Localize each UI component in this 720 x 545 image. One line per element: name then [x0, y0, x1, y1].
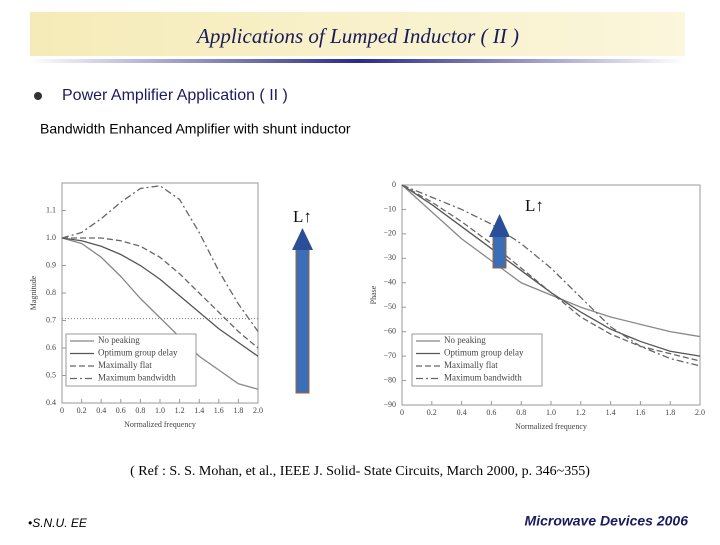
bullet-text: Power Amplifier Application ( II ) [62, 87, 288, 104]
x-tick-label: 0.8 [135, 406, 145, 415]
series-line [401, 184, 701, 367]
x-tick-label: 1.2 [576, 408, 586, 417]
series-line [61, 237, 259, 390]
x-tick-label: 1.6 [214, 406, 224, 415]
y-tick-label: 0.4 [46, 398, 56, 407]
x-tick-label: 1.8 [233, 406, 243, 415]
y-tick-label: −20 [383, 229, 396, 238]
arrow-shaft [492, 234, 507, 269]
y-tick-label: 0.8 [46, 288, 56, 297]
x-tick-label: 2.0 [695, 408, 705, 417]
title-underline [30, 59, 685, 63]
x-tick-label: 0.8 [516, 408, 526, 417]
legend-label: No peaking [444, 335, 486, 345]
y-tick-label: −60 [383, 326, 396, 335]
x-tick-label: 0.6 [116, 406, 126, 415]
legend-label: Optimum group delay [444, 348, 524, 358]
arrow-head [489, 214, 510, 237]
x-tick-label: 0.2 [77, 406, 87, 415]
y-tick-label: −40 [383, 278, 396, 287]
legend-box [411, 333, 543, 387]
legend-label: Maximally flat [98, 360, 152, 370]
x-tick-label: 2.0 [253, 406, 263, 415]
x-axis-label: Normalized frequency [515, 422, 587, 431]
x-tick-label: 1.8 [665, 408, 675, 417]
legend-label: Maximally flat [444, 360, 498, 370]
y-tick-label: 1.0 [46, 233, 56, 242]
x-tick-label: 1.2 [175, 406, 185, 415]
y-axis-label: Magnitude [29, 275, 38, 310]
y-tick-label: −70 [383, 351, 396, 360]
x-tick-label: 1.4 [194, 406, 204, 415]
series-line [401, 184, 701, 362]
series-line [61, 185, 259, 332]
annotation: L↑ [293, 207, 312, 226]
y-tick-label: −50 [383, 302, 396, 311]
y-tick-label: 0.5 [46, 370, 56, 379]
legend-label: Optimum group delay [98, 348, 178, 358]
legend-label: Maximum bandwidth [444, 373, 522, 383]
title-bar [30, 12, 685, 56]
legend-box [65, 333, 197, 387]
series-line [401, 184, 701, 338]
footer-left: •S.N.U. EE [28, 516, 88, 530]
x-tick-label: 0.4 [457, 408, 467, 417]
plots: 0.4 0.5 0.6 0.7 0.8 0.9 1.0 1.1 0 0.2 0.4 0.6 0.8 1.0… [29, 180, 705, 431]
subtitle: Bandwidth Enhanced Amplifier with shunt … [40, 121, 351, 137]
series-line [62, 237, 259, 349]
y-tick-label: 0.7 [46, 315, 56, 324]
y-axis-label: Phase [369, 285, 378, 304]
series-line [61, 237, 259, 357]
arrow-head [292, 228, 313, 250]
y-tick-label: 0 [392, 180, 396, 189]
x-tick-label: 0.6 [486, 408, 496, 417]
reference: ( Ref : S. S. Mohan, et al., IEEE J. Sol… [130, 464, 590, 479]
x-tick-label: 1.0 [155, 406, 165, 415]
legend-label: Maximum bandwidth [98, 373, 176, 383]
x-tick-label: 0 [400, 408, 404, 417]
x-tick-label: 1.0 [546, 408, 556, 417]
bullet-dot [34, 92, 42, 100]
arrow-shaft [295, 247, 310, 394]
y-tick-label: −10 [383, 204, 396, 213]
y-tick-label: 0.9 [46, 260, 56, 269]
y-tick-label: −30 [383, 253, 396, 262]
arrows [292, 214, 510, 394]
x-tick-label: 0 [60, 406, 64, 415]
y-tick-label: −80 [383, 375, 396, 384]
annotation: L↑ [525, 196, 544, 215]
x-tick-label: 1.4 [606, 408, 616, 417]
y-tick-label: 1.1 [46, 205, 56, 214]
legend-label: No peaking [98, 335, 140, 345]
x-axis-label: Normalized frequency [124, 420, 196, 429]
x-tick-label: 0.2 [427, 408, 437, 417]
x-tick-label: 0.4 [96, 406, 106, 415]
slide-title: Applications of Lumped Inductor ( II ) [195, 24, 519, 48]
x-tick-label: 1.6 [635, 408, 645, 417]
y-tick-label: 0.6 [46, 343, 56, 352]
y-tick-label: −90 [383, 400, 396, 409]
footer-right: Microwave Devices 2006 [525, 513, 689, 529]
